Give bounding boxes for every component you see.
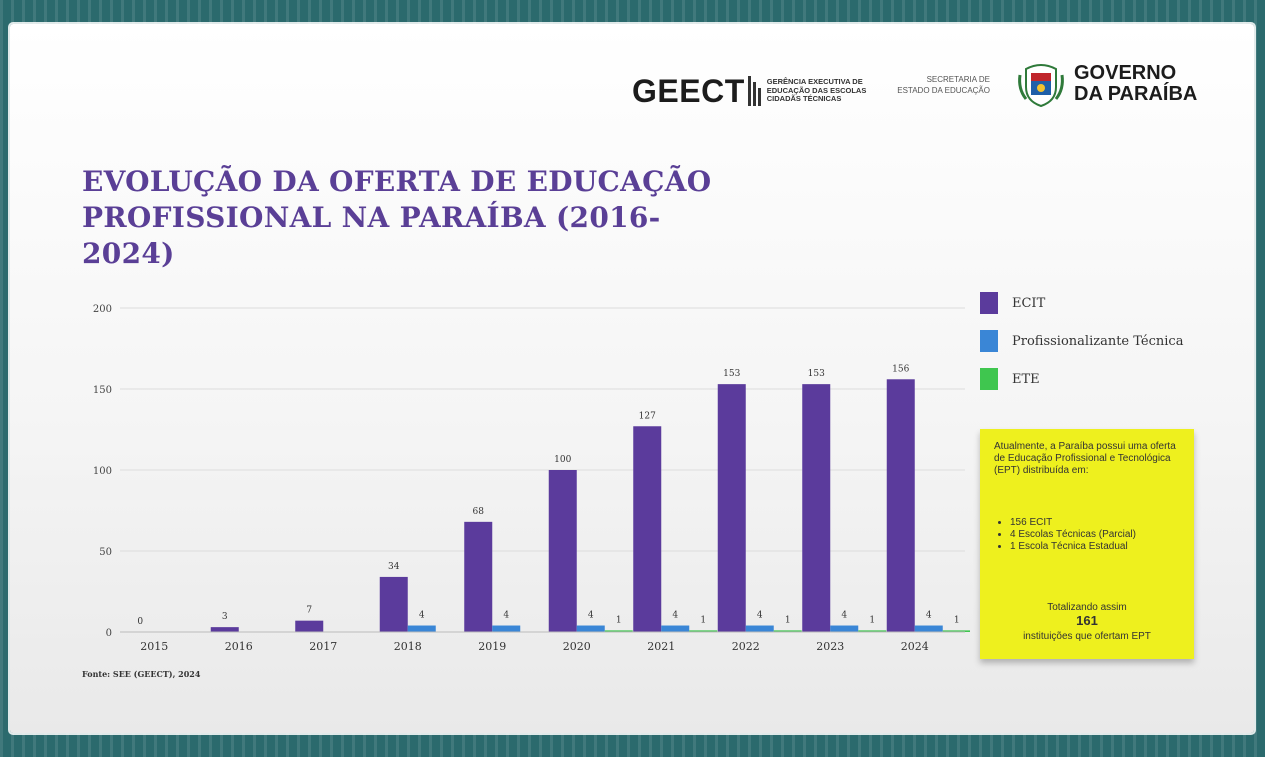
bar-1-2022 (745, 625, 774, 632)
x-tick-label: 2017 (309, 640, 337, 653)
y-tick-label: 100 (93, 466, 112, 477)
bar-0-2019 (464, 521, 493, 632)
bar-1-2018 (407, 625, 436, 632)
legend-item-ete: ETE (980, 360, 1183, 398)
note-item: 156 ECIT (1010, 517, 1196, 529)
title-line-1: EVOLUÇÃO DA OFERTA DE EDUCAÇÃO (82, 165, 712, 198)
data-label: 4 (926, 611, 932, 621)
x-tick-label: 2019 (478, 640, 506, 653)
data-label: 4 (419, 611, 425, 621)
data-label: 153 (723, 369, 740, 379)
y-tick-label: 50 (99, 547, 112, 558)
bar-0-2018 (379, 576, 408, 632)
data-label: 3 (222, 612, 228, 622)
slide: GEECT Gerência Executiva de Educação das… (10, 24, 1254, 733)
x-tick-label: 2018 (394, 640, 422, 653)
x-tick-label: 2015 (140, 640, 168, 653)
data-label: 34 (388, 562, 400, 572)
data-label: 4 (588, 611, 594, 621)
bar-2-2022 (773, 630, 802, 632)
bar-0-2022 (717, 384, 746, 632)
note-intro: Atualmente, a Paraíba possui uma oferta … (994, 441, 1176, 476)
geect-logo: GEECT Gerência Executiva de Educação das… (632, 66, 867, 116)
note-item: 1 Escola Técnica Estadual (1010, 541, 1196, 553)
title-line-2: PROFISSIONAL NA PARAÍBA (2016-2024) (82, 201, 661, 270)
legend-label-ete: ETE (1012, 371, 1040, 387)
bar-1-2023 (830, 625, 859, 632)
bar-1-2021 (661, 625, 690, 632)
data-label: 1 (700, 615, 706, 625)
data-label: 156 (892, 364, 909, 374)
data-label: 68 (473, 507, 485, 517)
data-label: 4 (757, 611, 763, 621)
bar-0-2024 (886, 379, 915, 632)
bar-2-2023 (858, 630, 887, 632)
x-tick-label: 2024 (901, 640, 929, 653)
x-tick-label: 2022 (732, 640, 760, 653)
bar-0-2020 (548, 470, 577, 632)
legend-label-profissionalizante: Profissionalizante Técnica (1012, 333, 1184, 349)
data-label: 4 (672, 611, 678, 621)
y-tick-label: 200 (93, 304, 112, 315)
data-label: 100 (554, 455, 571, 465)
bar-2-2024 (942, 630, 970, 632)
governo-logo: GOVERNO DA PARAÍBA (1016, 59, 1197, 109)
x-tick-label: 2020 (563, 640, 591, 653)
x-tick-label: 2023 (816, 640, 844, 653)
data-label: 1 (954, 615, 960, 625)
governo-line-1: GOVERNO (1074, 62, 1177, 84)
data-label: 153 (808, 369, 825, 379)
data-label: 1 (869, 615, 875, 625)
bar-1-2024 (914, 625, 943, 632)
paraiba-crest-icon (1018, 64, 1064, 108)
legend-item-profissionalizante: Profissionalizante Técnica (980, 322, 1183, 360)
data-label: 4 (503, 611, 509, 621)
geect-subtitle: Gerência Executiva de Educação das Escol… (766, 77, 867, 104)
governo-line-2: DA PARAÍBA (1074, 83, 1198, 105)
x-tick-label: 2016 (225, 640, 253, 653)
geect-bars-icon (747, 76, 761, 106)
data-label: 7 (306, 606, 312, 616)
bar-0-2017 (295, 620, 324, 632)
data-label: 0 (137, 617, 143, 627)
page-title: EVOLUÇÃO DA OFERTA DE EDUCAÇÃO PROFISSIO… (82, 164, 722, 272)
data-label: 1 (616, 615, 622, 625)
y-tick-label: 0 (106, 628, 112, 639)
legend-swatch-ete (980, 368, 998, 390)
y-tick-label: 150 (93, 385, 112, 396)
legend-swatch-profissionalizante (980, 330, 998, 352)
data-label: 4 (841, 611, 847, 621)
bar-2-2020 (604, 630, 633, 632)
bar-0-2021 (633, 426, 662, 632)
bar-chart: 0 50 100 150 200 0 2015 3 2016 7 2017 34 4 2018 68 4 201… (93, 304, 970, 653)
legend-swatch-ecit (980, 292, 998, 314)
bar-0-2016 (210, 627, 239, 632)
data-label: 1 (785, 615, 791, 625)
legend-label-ecit: ECIT (1012, 295, 1046, 311)
note-item: 4 Escolas Técnicas (Parcial) (1010, 529, 1196, 541)
note-total-number: 161 (1076, 613, 1098, 628)
bar-2-2021 (689, 630, 718, 632)
note-list: 156 ECIT 4 Escolas Técnicas (Parcial) 1 … (1000, 517, 1196, 553)
source-note: Fonte: SEE (GEECT), 2024 (82, 669, 201, 679)
bar-1-2020 (576, 625, 605, 632)
data-label: 127 (639, 411, 656, 421)
chart-legend: ECIT Profissionalizante Técnica ETE (980, 284, 1183, 398)
geect-wordmark: GEECT (632, 72, 745, 109)
note-total-post: instituições que ofertam EPT (1023, 631, 1151, 642)
summary-note: Atualmente, a Paraíba possui uma oferta … (980, 429, 1194, 659)
bar-0-2023 (802, 384, 831, 632)
legend-item-ecit: ECIT (980, 284, 1183, 322)
note-total-pre: Totalizando assim (1047, 602, 1127, 613)
bar-1-2019 (492, 625, 521, 632)
x-tick-label: 2021 (647, 640, 675, 653)
secretaria-logo: Secretaria de Estado da Educação (897, 75, 990, 95)
